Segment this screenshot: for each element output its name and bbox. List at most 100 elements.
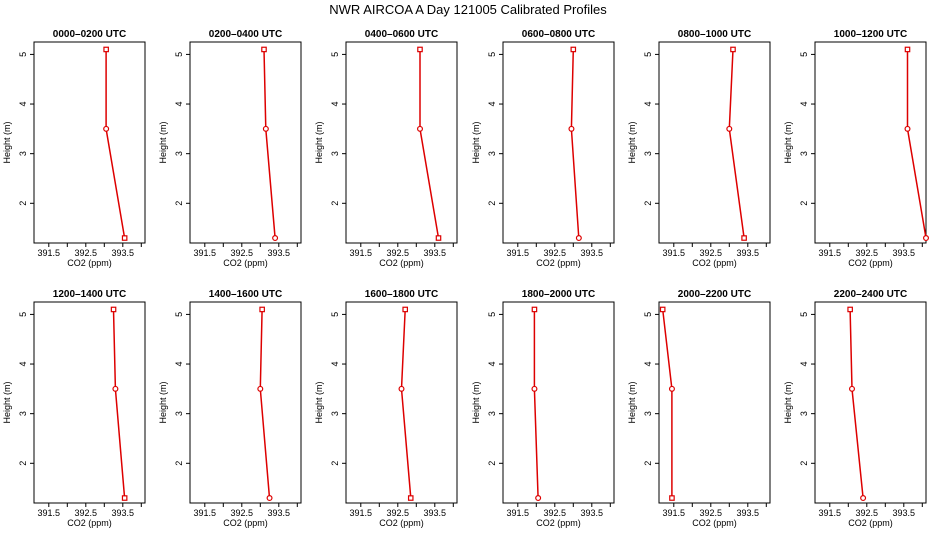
panel-6-x-tick-label: 393.5 <box>893 248 916 258</box>
panel-4-title: 0600–0800 UTC <box>522 29 595 40</box>
panel-8-x-tick-label: 392.5 <box>231 508 254 518</box>
panel-1-y-tick-label: 5 <box>18 52 28 57</box>
panel-5-y-axis-label: Height (m) <box>627 121 637 163</box>
panel-9-y-tick-label: 5 <box>330 312 340 317</box>
panel-5-x-axis-label: CO2 (ppm) <box>692 258 737 268</box>
panel-2-y-tick-label: 4 <box>174 102 184 107</box>
panel-2-x-axis-label: CO2 (ppm) <box>223 258 268 268</box>
panel-11-x-tick-label: 392.5 <box>700 508 723 518</box>
panel-4-x-tick-label: 393.5 <box>581 248 604 258</box>
panel-2-profile-line <box>263 49 276 239</box>
panel-11-point-marker <box>659 306 666 313</box>
panel-7-point-marker <box>112 385 119 392</box>
panel-5-point-marker <box>726 125 733 132</box>
panel-2-point-marker <box>261 46 267 53</box>
panel-5-point-marker <box>741 235 747 241</box>
panel-7-x-tick-label: 392.5 <box>75 508 98 518</box>
panel-4-point-marker <box>570 46 577 53</box>
panel-1-plot-frame <box>33 41 146 244</box>
panel-9-point-marker <box>407 495 414 501</box>
panel-1-point-marker <box>121 235 128 241</box>
panel-1-profile-line <box>105 49 126 239</box>
panel-4-y-tick-label: 4 <box>487 102 497 107</box>
panel-5-profile-line <box>728 49 745 239</box>
panel-3-x-tick-label: 392.5 <box>387 248 410 258</box>
panel-6-x-axis-label: CO2 (ppm) <box>848 258 893 268</box>
panel-7-x-axis-label: CO2 (ppm) <box>67 518 112 528</box>
panel-6-point-marker <box>904 125 911 132</box>
panel-2-y-axis-label: Height (m) <box>158 121 168 163</box>
panel-3-y-tick-label: 5 <box>330 52 340 57</box>
panel-11-x-tick-label: 393.5 <box>737 508 760 518</box>
panel-6-x-tick-label: 391.5 <box>819 248 842 258</box>
panel-4-x-axis-label: CO2 (ppm) <box>536 258 581 268</box>
panel-12-x-tick-label: 392.5 <box>856 508 879 518</box>
panel-5-x-tick-label: 392.5 <box>700 248 723 258</box>
panel-8-profile-line <box>259 309 271 499</box>
page-title: NWR AIRCOA A Day 121005 Calibrated Profi… <box>329 2 607 17</box>
panel-2-point-marker <box>262 125 269 132</box>
panel-9-y-tick-label: 4 <box>330 362 340 367</box>
panel-4-y-tick-label: 3 <box>487 151 497 156</box>
panel-6-plot-frame <box>814 41 927 244</box>
panel-9-profile-line <box>400 309 412 499</box>
panel-12-x-axis-label: CO2 (ppm) <box>848 518 893 528</box>
panel-9-y-axis-label: Height (m) <box>314 381 324 423</box>
panel-4-y-axis-label: Height (m) <box>471 121 481 163</box>
panel-5-y-tick-label: 4 <box>643 102 653 107</box>
panel-2-x-tick-label: 391.5 <box>194 248 217 258</box>
panel-1-y-tick-label: 2 <box>18 201 28 206</box>
panel-1-x-tick-label: 392.5 <box>75 248 98 258</box>
panel-9-x-tick-label: 392.5 <box>387 508 410 518</box>
panel-4-y-tick-label: 5 <box>487 52 497 57</box>
panel-3-point-marker <box>417 46 423 53</box>
panel-3-y-tick-label: 4 <box>330 102 340 107</box>
panel-9-x-tick-label: 393.5 <box>424 508 447 518</box>
panel-5-point-marker <box>730 46 736 53</box>
panel-2-y-tick-label: 5 <box>174 52 184 57</box>
panel-5-title: 0800–1000 UTC <box>678 29 751 40</box>
panel-8-title: 1400–1600 UTC <box>209 289 282 300</box>
panel-9-x-tick-label: 391.5 <box>350 508 373 518</box>
panel-3-x-tick-label: 391.5 <box>350 248 373 258</box>
panel-1-x-axis-label: CO2 (ppm) <box>67 258 112 268</box>
panel-10-y-tick-label: 2 <box>487 461 497 466</box>
panel-7-point-marker <box>121 495 128 501</box>
panel-10-y-tick-label: 5 <box>487 312 497 317</box>
panel-8-y-tick-label: 5 <box>174 312 184 317</box>
panel-12-title: 2200–2400 UTC <box>834 289 907 300</box>
panel-5-plot-frame <box>658 41 771 244</box>
panel-1-y-axis-label: Height (m) <box>2 121 12 163</box>
panel-2-y-tick-label: 3 <box>174 151 184 156</box>
panel-10-point-marker <box>531 306 538 313</box>
panel-12-y-axis-label: Height (m) <box>783 381 793 423</box>
panel-8-point-marker <box>259 306 265 313</box>
panel-9-y-tick-label: 3 <box>330 411 340 416</box>
panel-7-y-tick-label: 5 <box>18 312 28 317</box>
panel-2-point-marker <box>272 235 279 242</box>
panel-9-y-tick-label: 2 <box>330 461 340 466</box>
panel-2-title: 0200–0400 UTC <box>209 29 282 40</box>
panel-1-y-tick-label: 3 <box>18 151 28 156</box>
panel-12-point-marker <box>847 306 853 313</box>
panel-12-x-tick-label: 391.5 <box>819 508 842 518</box>
panel-11-point-marker <box>668 385 675 392</box>
panel-9-point-marker <box>402 306 409 313</box>
panel-4-point-marker <box>568 125 575 132</box>
panel-12-x-tick-label: 393.5 <box>893 508 916 518</box>
panel-6-title: 1000–1200 UTC <box>834 29 907 40</box>
panel-8-x-tick-label: 391.5 <box>194 508 217 518</box>
panel-3-point-marker <box>435 235 442 241</box>
panel-3-y-tick-label: 3 <box>330 151 340 156</box>
panel-1-y-tick-label: 4 <box>18 102 28 107</box>
panel-7-x-tick-label: 393.5 <box>112 508 135 518</box>
panel-7-plot-frame <box>33 301 146 504</box>
panel-12-point-marker <box>860 495 867 502</box>
panel-5-y-tick-label: 3 <box>643 151 653 156</box>
panel-8-y-tick-label: 3 <box>174 411 184 416</box>
panel-12-point-marker <box>848 385 855 392</box>
panel-10-x-axis-label: CO2 (ppm) <box>536 518 581 528</box>
panel-5-y-tick-label: 2 <box>643 201 653 206</box>
panel-6-x-tick-label: 392.5 <box>856 248 879 258</box>
panel-5-y-tick-label: 5 <box>643 52 653 57</box>
